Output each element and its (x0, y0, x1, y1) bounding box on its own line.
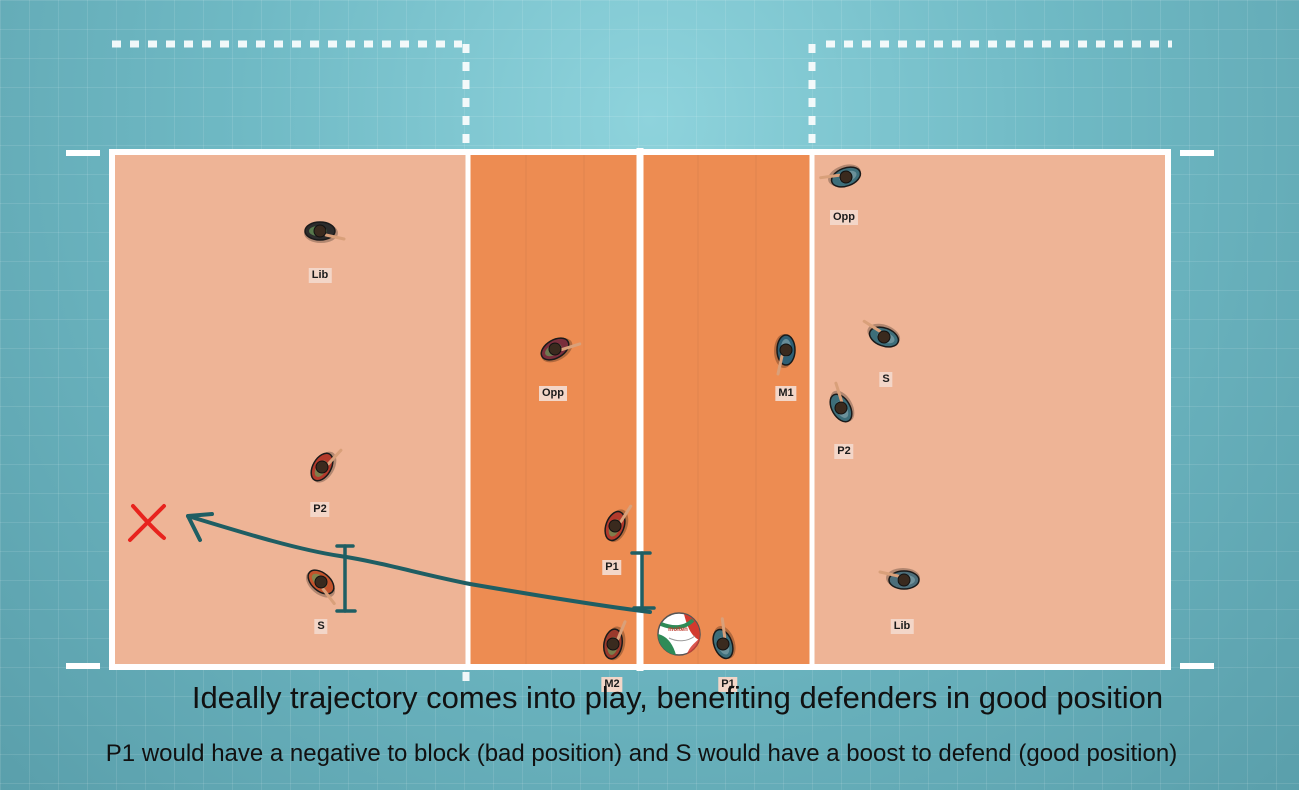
player-figure (540, 337, 582, 363)
svg-text:molten: molten (668, 627, 688, 633)
player-label: Opp (539, 386, 567, 401)
player-label: M2 (601, 677, 623, 692)
front-zone-left (468, 152, 640, 667)
player-label: P1 (718, 677, 738, 692)
player-label: S (314, 619, 328, 634)
player-figure (862, 319, 901, 348)
target-x-icon (128, 504, 166, 542)
s-defend-range-marker (335, 544, 357, 613)
player-figure (305, 569, 336, 606)
dashed-zone-lines (112, 40, 1172, 690)
player-layer (304, 164, 920, 661)
player-figure (878, 568, 920, 590)
court-lines (66, 148, 1214, 671)
player-label: P2 (834, 444, 854, 459)
player-figure (304, 221, 346, 243)
player-figure (712, 617, 736, 660)
trajectory-arrow (186, 512, 656, 614)
player-label: Lib (890, 619, 914, 634)
front-zone-stripes (525, 152, 757, 667)
volleyball-icon: molten (657, 612, 701, 656)
player-label: M1 (775, 386, 797, 401)
player-label: S (879, 372, 893, 387)
player-figure (819, 164, 862, 188)
player-figure (603, 620, 627, 661)
front-zone-right (640, 152, 812, 667)
player-figure (310, 448, 343, 483)
p1-block-range-marker (630, 551, 656, 610)
caption-detail: P1 would have a negative to block (bad p… (105, 740, 1178, 767)
player-label: P1 (602, 560, 622, 575)
player-figure (774, 334, 796, 376)
player-label: Opp (830, 210, 858, 225)
player-label: P2 (310, 502, 330, 517)
player-figure (829, 381, 855, 423)
trajectory-line (186, 514, 652, 614)
back-zone-right (812, 152, 1168, 667)
player-figure (604, 504, 633, 543)
back-zone-left (112, 152, 468, 667)
caption-main: Ideally trajectory comes into play, bene… (191, 680, 1164, 715)
trajectory-arrowhead (186, 512, 214, 542)
player-label: Lib (308, 268, 332, 283)
